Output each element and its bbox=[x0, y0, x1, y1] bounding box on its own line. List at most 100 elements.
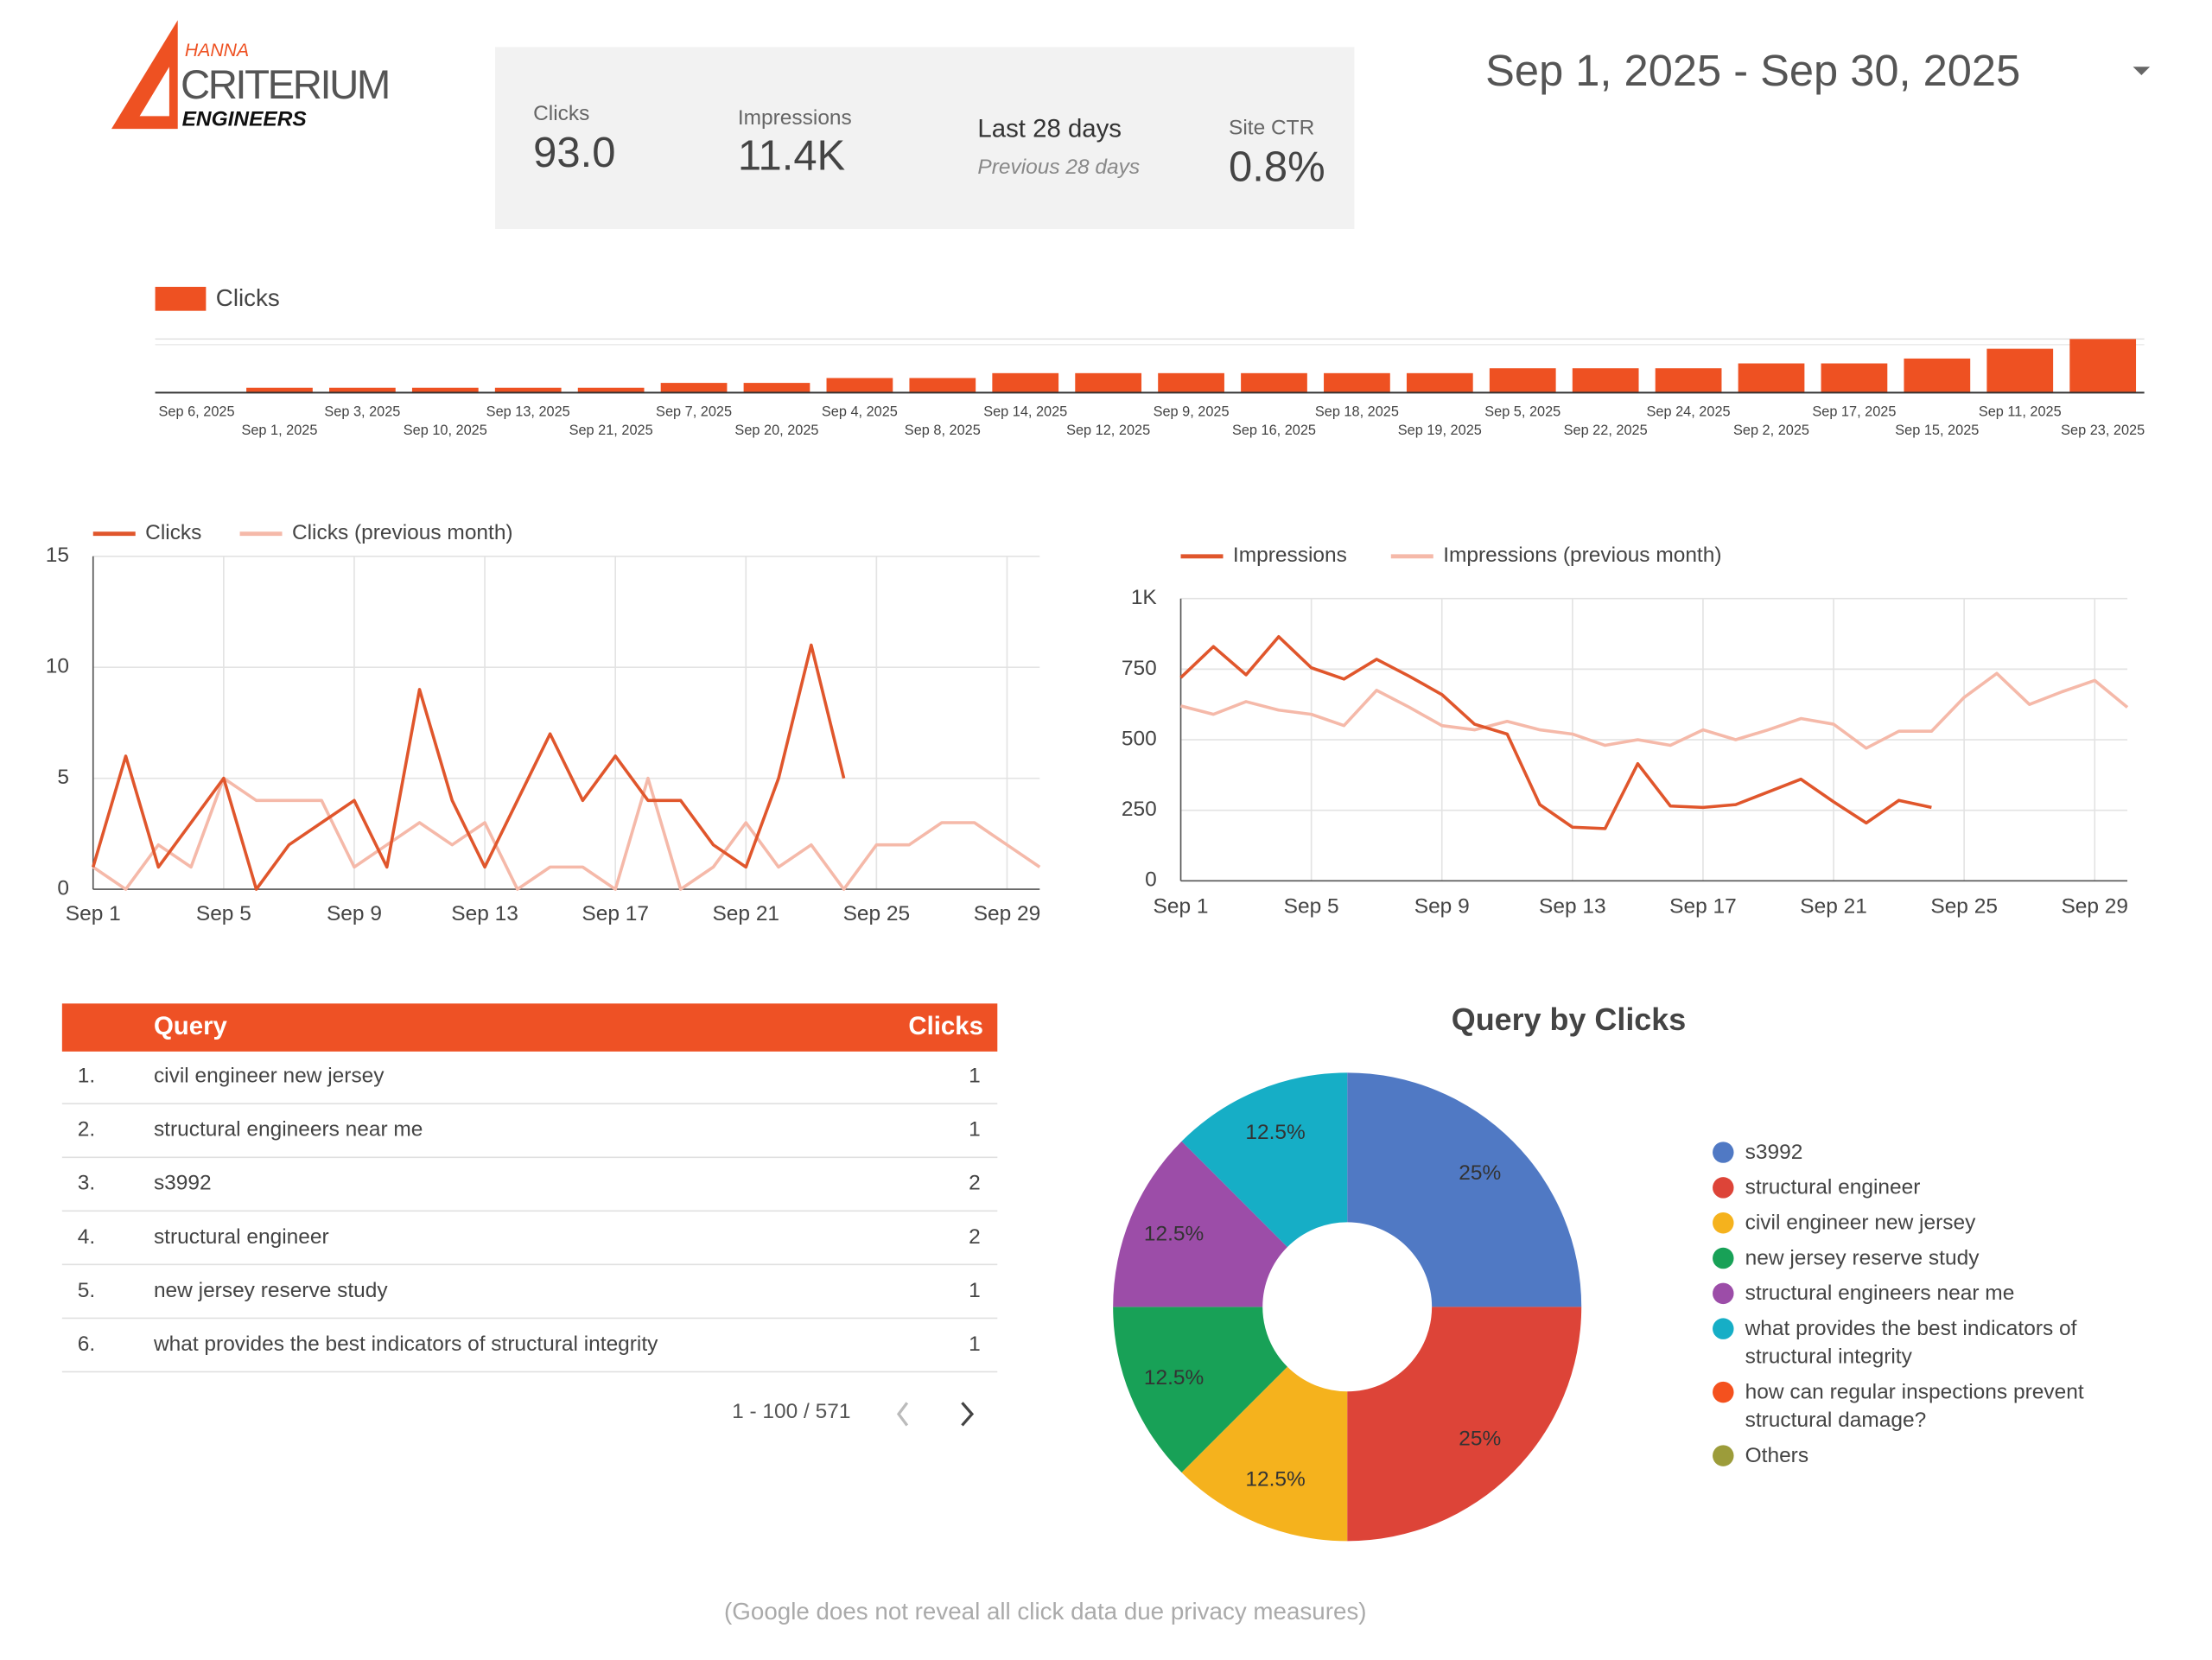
x-tick-label: Sep 2, 2025 bbox=[1733, 423, 1809, 438]
kpi-value: 11.4K bbox=[738, 132, 846, 179]
footer-note: (Google does not reveal all click data d… bbox=[724, 1598, 1366, 1625]
row-index: 5. bbox=[78, 1279, 95, 1302]
series-line bbox=[92, 776, 1041, 891]
x-tick-label: Sep 1 bbox=[66, 902, 121, 925]
bar bbox=[1821, 363, 1888, 393]
logo-cutout bbox=[139, 67, 169, 117]
column-header[interactable]: Clicks bbox=[908, 1012, 983, 1040]
x-tick-label: Sep 5, 2025 bbox=[1484, 404, 1560, 420]
next-page[interactable] bbox=[961, 1402, 975, 1427]
x-tick-label: Sep 29 bbox=[2061, 895, 2128, 919]
kpi-label: Impressions bbox=[738, 106, 852, 130]
legend-dot bbox=[1713, 1177, 1734, 1199]
slice-label: 12.5% bbox=[1144, 1223, 1204, 1246]
logo: HANNA CRITERIUM ENGINEERS bbox=[111, 20, 391, 131]
x-tick-label: Sep 12, 2025 bbox=[1066, 423, 1150, 438]
pie-slice bbox=[1113, 1307, 1287, 1472]
x-tick-label: Sep 23, 2025 bbox=[2061, 423, 2145, 438]
bar bbox=[992, 372, 1059, 393]
date-dropdown-arrow[interactable] bbox=[2133, 67, 2151, 76]
y-tick-label: 0 bbox=[57, 877, 69, 900]
legend-dot bbox=[1713, 1381, 1734, 1403]
bar bbox=[743, 383, 810, 393]
query-cell: structural engineers near me bbox=[154, 1118, 423, 1142]
y-tick-label: 10 bbox=[46, 655, 69, 678]
x-tick-label: Sep 18, 2025 bbox=[1315, 404, 1399, 420]
prev-page[interactable] bbox=[896, 1402, 909, 1427]
legend-item: new jersey reserve study bbox=[1710, 1245, 2133, 1274]
x-tick-label: Sep 4, 2025 bbox=[822, 404, 898, 420]
bar bbox=[411, 387, 479, 393]
pie-slice bbox=[1181, 1072, 1348, 1248]
legend-item: s3992 bbox=[1710, 1139, 2133, 1167]
clicks-cell: 1 bbox=[969, 1118, 981, 1142]
x-tick-label: Sep 24, 2025 bbox=[1647, 404, 1731, 420]
legend-swatch bbox=[155, 286, 207, 311]
y-tick-label: 15 bbox=[46, 544, 69, 567]
period-label: Last 28 days bbox=[977, 114, 1122, 143]
legend-item: structural engineers near me bbox=[1710, 1280, 2133, 1308]
bar bbox=[1158, 372, 1224, 393]
date-range[interactable]: Sep 1, 2025 - Sep 30, 2025 bbox=[1485, 46, 2020, 95]
legend-box: s3992 structural engineer civil engineer n… bbox=[1710, 1139, 2133, 1471]
x-tick-label: Sep 9 bbox=[327, 902, 382, 925]
legend: s3992 structural engineer civil engineer n… bbox=[1710, 1139, 2133, 1471]
pagination: 1 - 100 / 571 bbox=[732, 1400, 850, 1423]
x-tick-label: Sep 21 bbox=[1800, 895, 1867, 919]
legend-dot bbox=[1713, 1247, 1734, 1269]
legend-item: Others bbox=[1710, 1442, 2133, 1471]
series-line bbox=[1179, 635, 1932, 830]
y-tick-label: 1K bbox=[1131, 586, 1158, 609]
slice-label: 12.5% bbox=[1245, 1121, 1305, 1144]
pie-slice bbox=[1347, 1072, 1582, 1307]
legend-label: how can regular inspections prevent stru… bbox=[1745, 1380, 2084, 1433]
slice-label: 12.5% bbox=[1245, 1467, 1305, 1491]
column-header[interactable]: Query bbox=[154, 1012, 228, 1040]
bar bbox=[2069, 339, 2137, 393]
slice-label: 12.5% bbox=[1144, 1366, 1204, 1390]
x-tick-label: Sep 7, 2025 bbox=[656, 404, 732, 420]
legend-label: Others bbox=[1745, 1443, 1809, 1468]
x-tick-label: Sep 17 bbox=[582, 902, 649, 925]
logo-main: CRITERIUM bbox=[181, 62, 389, 108]
x-tick-label: Sep 19, 2025 bbox=[1398, 423, 1482, 438]
pie-slice bbox=[1181, 1366, 1348, 1542]
kpi-label: Site CTR bbox=[1229, 117, 1314, 140]
x-tick-label: Sep 21 bbox=[712, 902, 779, 925]
y-tick-label: 750 bbox=[1122, 657, 1157, 680]
bar bbox=[1572, 368, 1639, 393]
x-tick-label: Sep 5 bbox=[196, 902, 251, 925]
x-tick-label: Sep 20, 2025 bbox=[734, 423, 818, 438]
table-header bbox=[61, 1003, 998, 1052]
x-tick-label: Sep 15, 2025 bbox=[1895, 423, 1979, 438]
x-tick-label: Sep 9, 2025 bbox=[1154, 404, 1230, 420]
bar bbox=[246, 387, 313, 393]
legend-label: Impressions bbox=[1233, 544, 1347, 567]
bar bbox=[1406, 372, 1473, 393]
x-tick-label: Sep 13, 2025 bbox=[486, 404, 570, 420]
series-line bbox=[92, 643, 846, 891]
legend-label: civil engineer new jersey bbox=[1745, 1211, 1976, 1236]
logo-bottom: ENGINEERS bbox=[182, 108, 308, 131]
legend-label: Clicks (previous month) bbox=[292, 521, 513, 544]
slice-label: 25% bbox=[1459, 1427, 1501, 1450]
clicks-cell: 2 bbox=[969, 1225, 981, 1249]
kpi-label: Clicks bbox=[533, 102, 589, 125]
logo-top: HANNA bbox=[185, 41, 249, 60]
bar bbox=[1738, 363, 1805, 393]
x-tick-label: Sep 3, 2025 bbox=[324, 404, 400, 420]
clicks-cell: 1 bbox=[969, 1279, 981, 1302]
x-tick-label: Sep 13 bbox=[1539, 895, 1606, 919]
slice-label: 25% bbox=[1459, 1161, 1501, 1185]
legend-label: Clicks bbox=[145, 521, 201, 544]
y-tick-label: 250 bbox=[1122, 798, 1157, 821]
legend-label: structural engineers near me bbox=[1745, 1281, 2015, 1306]
x-tick-label: Sep 11, 2025 bbox=[1979, 404, 2062, 420]
x-tick-label: Sep 14, 2025 bbox=[983, 404, 1067, 420]
query-cell: civil engineer new jersey bbox=[154, 1065, 385, 1088]
legend-label: new jersey reserve study bbox=[1745, 1246, 1980, 1270]
legend-label: s3992 bbox=[1745, 1140, 1803, 1165]
bar bbox=[826, 378, 893, 393]
